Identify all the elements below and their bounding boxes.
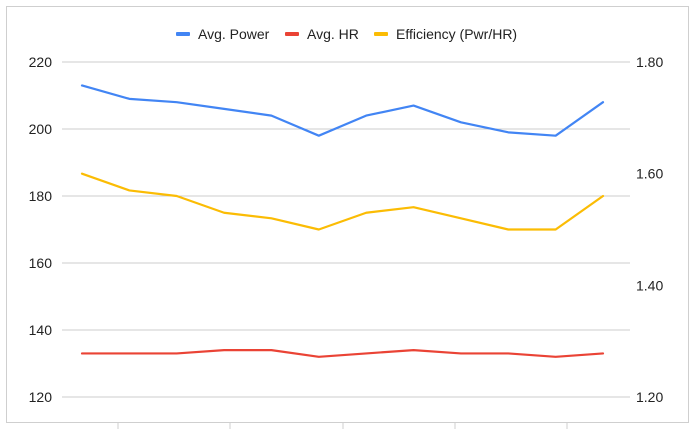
legend-label: Avg. Power bbox=[198, 26, 270, 42]
series-line-efficiency-pwr-hr[interactable] bbox=[80, 172, 605, 231]
right-axis-tick-label: 1.80 bbox=[636, 54, 663, 70]
left-axis-tick-label: 120 bbox=[29, 389, 53, 405]
left-axis-tick-label: 180 bbox=[29, 188, 53, 204]
series-line-avg-hr[interactable] bbox=[80, 349, 605, 358]
right-axis-tick-label: 1.20 bbox=[636, 389, 663, 405]
right-axis-tick-label: 1.60 bbox=[636, 166, 663, 182]
left-axis-tick-label: 220 bbox=[29, 54, 53, 70]
legend: Avg. Power Avg. HR Efficiency (Pwr/HR) bbox=[176, 26, 517, 42]
right-axis-tick-label: 1.40 bbox=[636, 277, 663, 293]
left-axis-ticks: 120 140 160 180 200 220 bbox=[29, 54, 53, 405]
gridlines bbox=[62, 61, 630, 398]
legend-label: Avg. HR bbox=[307, 26, 359, 42]
legend-swatch bbox=[176, 32, 190, 36]
left-axis-tick-label: 140 bbox=[29, 322, 53, 338]
legend-swatch bbox=[285, 32, 299, 36]
series-lines bbox=[80, 84, 605, 358]
x-axis-tick-marks bbox=[117, 423, 568, 429]
left-axis-tick-label: 160 bbox=[29, 255, 53, 271]
legend-swatch bbox=[374, 32, 388, 36]
series-line-avg-power[interactable] bbox=[80, 84, 605, 137]
left-axis-tick-label: 200 bbox=[29, 121, 53, 137]
legend-label: Efficiency (Pwr/HR) bbox=[396, 26, 517, 42]
right-axis-ticks: 1.20 1.40 1.60 1.80 bbox=[636, 54, 663, 405]
